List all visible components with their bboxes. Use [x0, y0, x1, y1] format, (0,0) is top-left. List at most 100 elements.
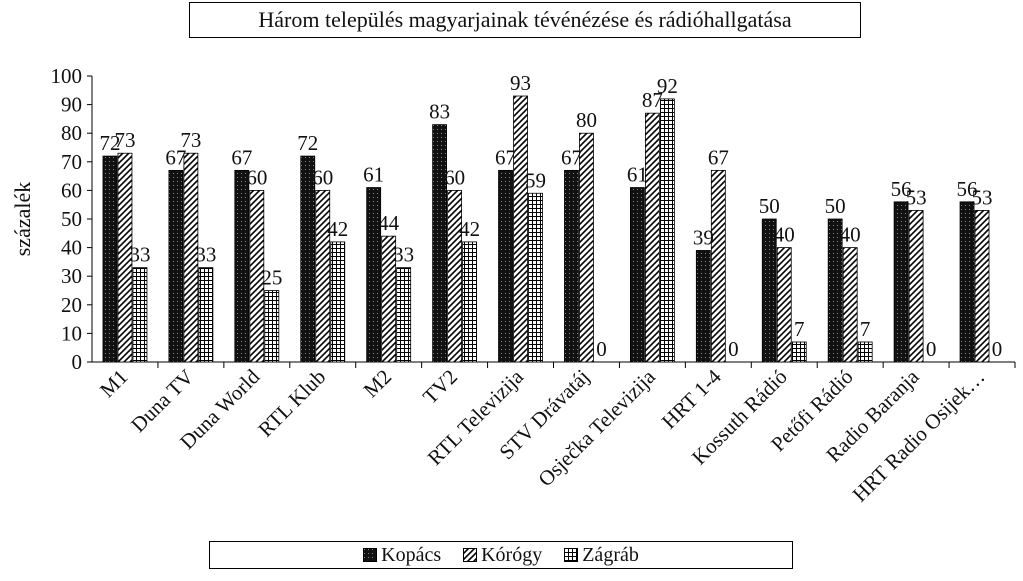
data-label: 60 — [246, 165, 267, 189]
x-tick-label: M1 — [95, 365, 133, 403]
bar-zágráb — [528, 192, 543, 363]
data-label: 92 — [657, 74, 678, 98]
chart-title: Három település magyarjainak tévénézése … — [189, 2, 861, 38]
bar-zágráb — [791, 341, 807, 363]
bar-kórógy — [776, 247, 792, 363]
data-label: 0 — [926, 337, 937, 361]
y-tick-label: 100 — [51, 64, 83, 88]
bar-kopács — [168, 169, 184, 363]
data-label: 0 — [596, 337, 607, 361]
bar-kopács — [366, 187, 382, 363]
y-tick-label: 20 — [61, 293, 82, 317]
y-tick-label: 90 — [61, 93, 82, 117]
bar-zágráb — [264, 290, 280, 363]
data-label: 67 — [708, 145, 729, 169]
data-label: 44 — [378, 211, 400, 235]
data-label: 7 — [860, 317, 871, 341]
bar-kórógy — [908, 210, 924, 363]
data-label: 80 — [576, 108, 597, 132]
data-label: 25 — [261, 266, 282, 290]
data-label: 67 — [495, 145, 516, 169]
legend-swatch-korogy — [463, 548, 478, 562]
bar-kórógy — [513, 95, 528, 363]
x-tick-label: TV2 — [418, 365, 462, 409]
bar-zágráb — [132, 267, 148, 363]
legend-label-korogy: Kórógy — [481, 543, 543, 566]
x-tick-label: RTL Klub — [253, 365, 330, 442]
bar-kopács — [432, 124, 448, 363]
data-label: 53 — [972, 185, 993, 209]
bar-zágráb — [330, 241, 346, 363]
bar-kopács — [695, 250, 711, 363]
data-label: 42 — [459, 217, 480, 241]
legend-item-korogy: Kórógy — [463, 544, 542, 567]
bar-kopács — [761, 218, 777, 363]
data-label: 33 — [195, 243, 216, 267]
data-label: 40 — [774, 223, 795, 247]
data-label: 67 — [231, 145, 252, 169]
legend: Kopács Kórógy Zágráb — [209, 541, 793, 569]
data-label: 67 — [561, 145, 582, 169]
data-label: 56 — [891, 177, 912, 201]
bar-kopács — [564, 169, 579, 363]
bar-kórógy — [842, 247, 858, 363]
bar-zágráb — [857, 341, 873, 363]
data-label: 56 — [957, 177, 978, 201]
bar-zágráb — [198, 267, 214, 363]
data-label: 33 — [129, 243, 150, 267]
bar-kopács — [629, 187, 645, 363]
bar-kopács — [827, 218, 843, 363]
bar-kórógy — [315, 189, 331, 363]
y-axis-label: százalék — [10, 182, 35, 257]
y-tick-label: 80 — [61, 121, 82, 145]
bar-kórógy — [249, 189, 265, 363]
data-label: 50 — [825, 194, 846, 218]
bar-kórógy — [447, 189, 463, 363]
bar-kopács — [959, 201, 975, 363]
bar-zágráb — [462, 241, 478, 363]
y-tick-label: 0 — [72, 350, 83, 374]
legend-swatch-zagrab — [564, 548, 579, 562]
y-tick-label: 50 — [61, 207, 82, 231]
data-label: 39 — [693, 225, 714, 249]
data-label: 73 — [180, 128, 201, 152]
bar-zágráb — [396, 267, 412, 363]
y-tick-label: 60 — [61, 178, 82, 202]
bar-kórógy — [710, 169, 726, 363]
data-label: 60 — [312, 165, 333, 189]
y-tick-label: 10 — [61, 321, 82, 345]
bar-kórógy — [974, 210, 990, 363]
data-label: 0 — [992, 337, 1003, 361]
legend-label-zagrab: Zágráb — [582, 543, 639, 566]
data-label: 83 — [429, 100, 450, 124]
bar-kórógy — [117, 152, 133, 363]
legend-item-zagrab: Zágráb — [564, 544, 639, 567]
bar-kopács — [102, 155, 118, 363]
data-label: 60 — [444, 165, 465, 189]
data-label: 0 — [728, 337, 739, 361]
y-tick-label: 30 — [61, 264, 82, 288]
data-label: 73 — [114, 128, 135, 152]
data-label: 40 — [840, 223, 861, 247]
y-tick-label: 40 — [61, 236, 82, 260]
data-label: 87 — [642, 88, 663, 112]
bar-kopács — [893, 201, 909, 363]
data-label: 7 — [794, 317, 805, 341]
bar-kórógy — [183, 152, 199, 363]
data-label: 42 — [327, 217, 348, 241]
bar-zágráb — [659, 98, 675, 363]
bar-kopács — [234, 169, 250, 363]
data-label: 61 — [363, 163, 384, 187]
x-tick-label: Osječka Televizija — [533, 364, 660, 491]
bar-kopács — [498, 169, 513, 363]
bar-kórógy — [644, 112, 660, 363]
bar-kopács — [300, 155, 316, 363]
y-tick-label: 70 — [61, 150, 82, 174]
data-label: 67 — [165, 145, 186, 169]
bar-kórógy — [579, 132, 594, 363]
data-label: 72 — [297, 131, 318, 155]
data-label: 50 — [759, 194, 780, 218]
data-label: 72 — [99, 131, 120, 155]
x-tick-label: M2 — [359, 365, 397, 403]
